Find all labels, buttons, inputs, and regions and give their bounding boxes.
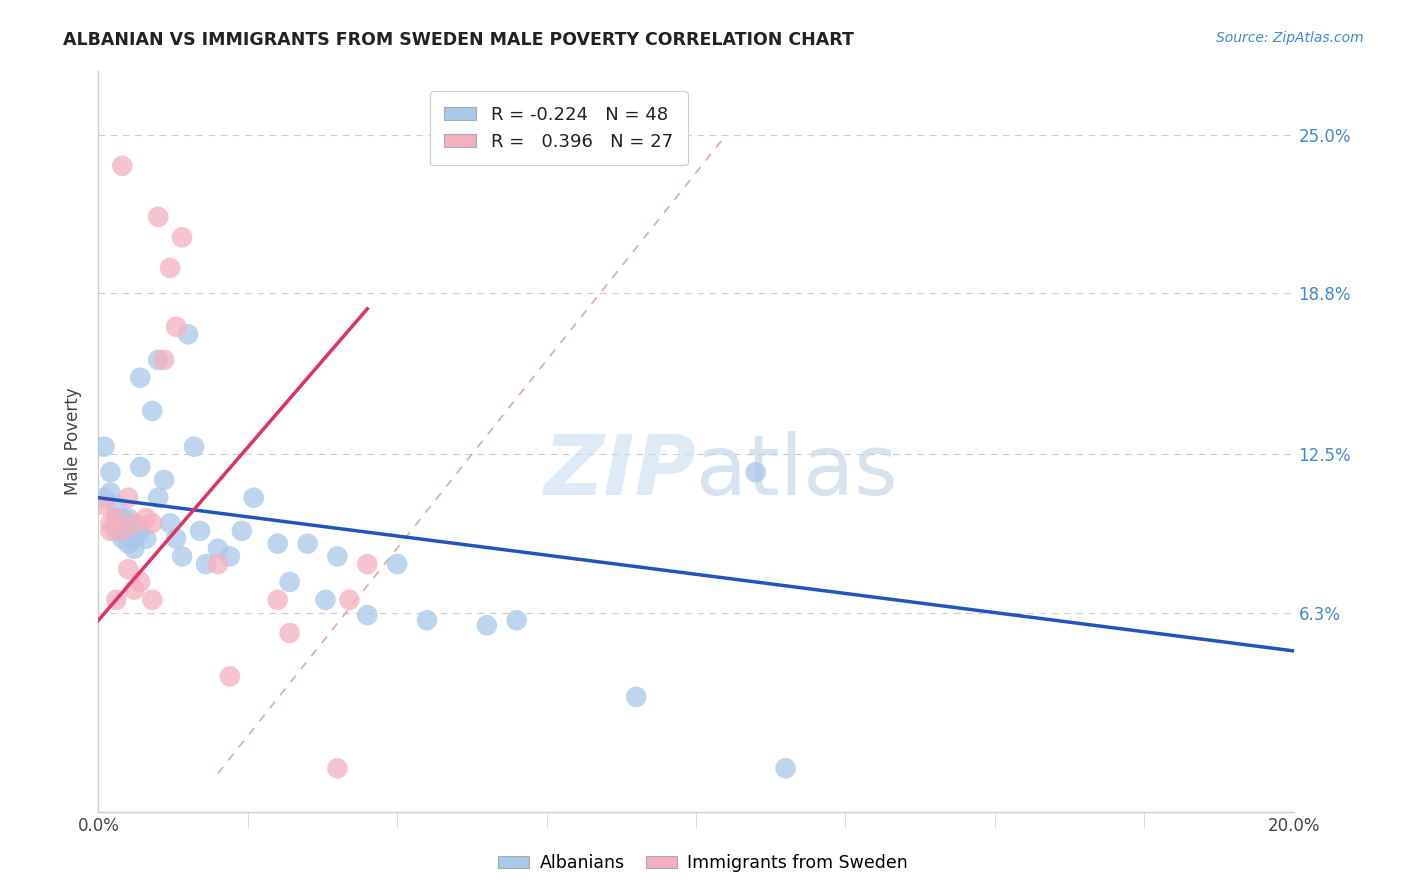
Point [356,557,378,571]
Point [141,404,163,418]
Point [297,536,319,550]
Point [129,524,152,538]
Point [278,626,301,640]
Point [183,440,205,454]
Point [124,516,146,531]
Point [339,592,361,607]
Point [117,516,139,531]
Point [153,473,176,487]
Point [159,260,181,275]
Point [105,511,128,525]
Point [117,562,139,576]
Point [267,536,290,550]
Point [105,592,128,607]
Point [105,516,128,531]
Point [141,516,163,531]
Point [159,516,181,531]
Point [385,557,409,571]
Point [148,352,170,367]
Point [172,230,194,244]
Text: ALBANIAN VS IMMIGRANTS FROM SWEDEN MALE POVERTY CORRELATION CHART: ALBANIAN VS IMMIGRANTS FROM SWEDEN MALE … [63,31,855,49]
Point [278,574,301,589]
Point [93,491,115,505]
Text: atlas: atlas [696,431,897,512]
Point [135,532,157,546]
Point [326,761,349,775]
Y-axis label: Male Poverty: Male Poverty [65,388,83,495]
Point [141,592,163,607]
Point [207,557,229,571]
Point [267,592,290,607]
Legend: Albanians, Immigrants from Sweden: Albanians, Immigrants from Sweden [491,847,915,879]
Point [129,460,152,475]
Point [111,532,134,546]
Legend: R = -0.224   N = 48, R =   0.396   N = 27: R = -0.224 N = 48, R = 0.396 N = 27 [430,92,688,165]
Point [195,557,218,571]
Point [165,532,187,546]
Point [105,499,128,513]
Point [315,592,337,607]
Text: ZIP: ZIP [543,431,696,512]
Point [98,524,122,538]
Text: Source: ZipAtlas.com: Source: ZipAtlas.com [1216,31,1364,45]
Point [148,491,170,505]
Point [506,613,529,627]
Point [626,690,648,704]
Point [775,761,797,775]
Point [117,536,139,550]
Point [177,327,200,342]
Point [219,549,242,564]
Point [219,669,242,683]
Point [93,440,115,454]
Point [117,511,139,525]
Point [117,491,139,505]
Point [105,524,128,538]
Point [135,511,157,525]
Point [165,319,187,334]
Point [124,541,146,556]
Point [124,582,146,597]
Point [148,210,170,224]
Point [356,608,378,623]
Point [111,511,134,525]
Point [416,613,439,627]
Point [93,499,115,513]
Point [188,524,211,538]
Point [129,574,152,589]
Point [105,511,128,525]
Point [111,524,134,538]
Point [243,491,266,505]
Point [475,618,498,632]
Point [172,549,194,564]
Point [207,541,229,556]
Point [326,549,349,564]
Point [129,370,152,384]
Point [111,524,134,538]
Point [111,159,134,173]
Point [745,465,768,479]
Point [124,532,146,546]
Point [231,524,253,538]
Point [98,516,122,531]
Point [153,352,176,367]
Point [98,465,122,479]
Point [98,485,122,500]
